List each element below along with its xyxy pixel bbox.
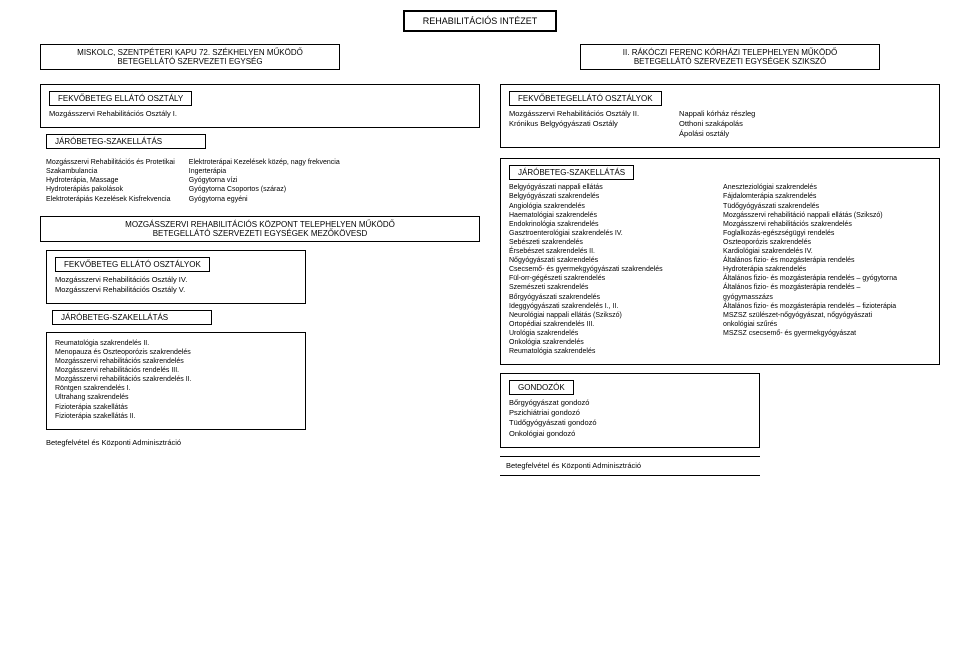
left-jaro2-header: JÁRÓBETEG-SZAKELLÁTÁS [52, 310, 212, 325]
right-jaro-header: JÁRÓBETEG-SZAKELLÁTÁS [509, 165, 634, 180]
top-title: REHABILITÁCIÓS INTÉZET [403, 10, 558, 32]
top-left-header: MISKOLC, SZENTPÉTERI KAPU 72. SZÉKHELYEN… [40, 44, 340, 70]
right-jaro-col2: Aneszteziológiai szakrendelés Fájdalomte… [723, 183, 931, 356]
right-fb-col2: Nappali kórház részleg Otthoni szakápolá… [679, 109, 755, 139]
left-jaro-list-col2: Elektroterápai Kezelések közép, nagy fre… [189, 158, 340, 203]
right-jaro-col1: Belgyógyászati nappali ellátás Belgyógyá… [509, 183, 707, 356]
left-fb2-header: FEKVŐBETEG ELLÁTÓ OSZTÁLYOK [55, 257, 210, 272]
left-fekvobet-item: Mozgásszervi Rehabilitációs Osztály I. [49, 109, 471, 119]
left-admin: Betegfelvétel és Központi Adminisztráció [46, 438, 480, 448]
top-right-header: II. RÁKÓCZI FERENC KÓRHÁZI TELEPHELYEN M… [580, 44, 880, 70]
left-center-title: MOZGÁSSZERVI REHABILITÁCIÓS KÖZPONT TELE… [40, 216, 480, 242]
right-fb-header: FEKVŐBETEGELLÁTÓ OSZTÁLYOK [509, 91, 662, 106]
top-right-l2: BETEGELLÁTÓ SZERVEZETI EGYSÉGEK SZIKSZÓ [591, 57, 869, 66]
top-right-l1: II. RÁKÓCZI FERENC KÓRHÁZI TELEPHELYEN M… [591, 48, 869, 57]
left-jaro-header: JÁRÓBETEG-SZAKELLÁTÁS [46, 134, 206, 149]
right-fb-col1: Mozgásszervi Rehabilitációs Osztály II. … [509, 109, 639, 139]
top-left-l1: MISKOLC, SZENTPÉTERI KAPU 72. SZÉKHELYEN… [51, 48, 329, 57]
left-fekvobet-header: FEKVŐBETEG ELLÁTÓ OSZTÁLY [49, 91, 192, 106]
gondozok-header: GONDOZÓK [509, 380, 574, 395]
top-left-l2: BETEGELLÁTÓ SZERVEZETI EGYSÉG [51, 57, 329, 66]
left-jaro-list-col1: Mozgásszervi Rehabilitációs és Protetika… [46, 158, 175, 203]
right-admin: Betegfelvétel és Központi Adminisztráció [500, 456, 760, 476]
